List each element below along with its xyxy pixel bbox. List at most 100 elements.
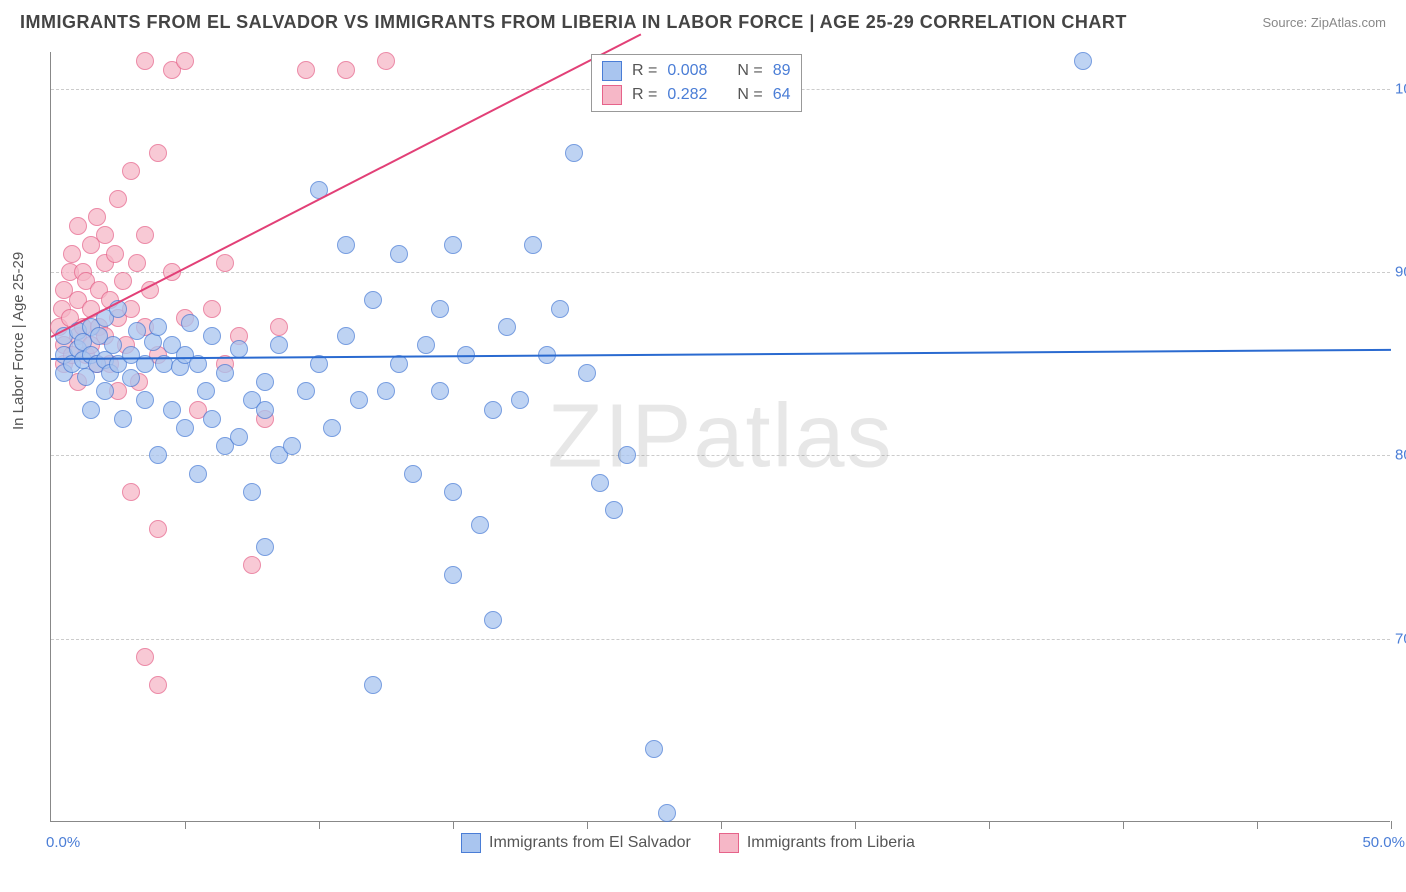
x-tick <box>453 821 454 829</box>
series2-legend-swatch <box>719 833 739 853</box>
data-point <box>149 318 167 336</box>
x-tick <box>989 821 990 829</box>
data-point <box>377 52 395 70</box>
series1-legend-swatch <box>461 833 481 853</box>
data-point <box>230 428 248 446</box>
trend-line <box>51 349 1391 360</box>
data-point <box>136 391 154 409</box>
data-point <box>122 162 140 180</box>
data-point <box>109 190 127 208</box>
data-point <box>136 52 154 70</box>
data-point <box>578 364 596 382</box>
data-point <box>377 382 395 400</box>
data-point <box>82 401 100 419</box>
series-legend: Immigrants from El Salvador Immigrants f… <box>461 833 915 853</box>
data-point <box>128 322 146 340</box>
data-point <box>181 314 199 332</box>
data-point <box>270 318 288 336</box>
data-point <box>645 740 663 758</box>
data-point <box>149 446 167 464</box>
data-point <box>122 369 140 387</box>
data-point <box>136 648 154 666</box>
trend-line <box>51 34 642 338</box>
source-attribution: Source: ZipAtlas.com <box>1262 15 1386 30</box>
data-point <box>203 300 221 318</box>
y-axis-label: In Labor Force | Age 25-29 <box>10 252 27 430</box>
data-point <box>565 144 583 162</box>
data-point <box>176 419 194 437</box>
data-point <box>524 236 542 254</box>
x-tick <box>185 821 186 829</box>
x-tick <box>1257 821 1258 829</box>
x-tick <box>855 821 856 829</box>
data-point <box>364 676 382 694</box>
data-point <box>176 52 194 70</box>
data-point <box>197 382 215 400</box>
chart-plot-area: 70.0%80.0%90.0%100.0% ZIPatlas R = 0.008… <box>50 52 1390 822</box>
data-point <box>256 373 274 391</box>
data-point <box>283 437 301 455</box>
correlation-stats-legend: R = 0.008 N = 89 R = 0.282 N = 64 <box>591 54 802 112</box>
data-point <box>128 254 146 272</box>
data-point <box>114 410 132 428</box>
data-point <box>1074 52 1092 70</box>
chart-title: IMMIGRANTS FROM EL SALVADOR VS IMMIGRANT… <box>20 12 1127 33</box>
x-tick <box>319 821 320 829</box>
data-point <box>350 391 368 409</box>
data-point <box>96 382 114 400</box>
data-point <box>203 327 221 345</box>
gridline <box>51 272 1390 273</box>
data-point <box>96 226 114 244</box>
data-point <box>511 391 529 409</box>
data-point <box>618 446 636 464</box>
gridline <box>51 455 1390 456</box>
data-point <box>106 245 124 263</box>
data-point <box>243 556 261 574</box>
data-point <box>114 272 132 290</box>
data-point <box>136 226 154 244</box>
data-point <box>163 401 181 419</box>
data-point <box>364 291 382 309</box>
y-tick-label: 70.0% <box>1395 630 1406 647</box>
data-point <box>444 483 462 501</box>
x-tick <box>1391 821 1392 829</box>
data-point <box>149 676 167 694</box>
data-point <box>297 61 315 79</box>
data-point <box>63 245 81 263</box>
data-point <box>149 520 167 538</box>
series2-legend-label: Immigrants from Liberia <box>747 834 915 852</box>
data-point <box>591 474 609 492</box>
data-point <box>337 236 355 254</box>
data-point <box>122 483 140 501</box>
gridline <box>51 639 1390 640</box>
series1-swatch <box>602 61 622 81</box>
data-point <box>551 300 569 318</box>
data-point <box>104 336 122 354</box>
x-tick <box>721 821 722 829</box>
data-point <box>297 382 315 400</box>
data-point <box>658 804 676 822</box>
data-point <box>484 401 502 419</box>
data-point <box>256 538 274 556</box>
data-point <box>270 336 288 354</box>
data-point <box>189 465 207 483</box>
x-axis-max-label: 50.0% <box>1362 834 1405 851</box>
y-tick-label: 90.0% <box>1395 264 1406 281</box>
data-point <box>69 217 87 235</box>
data-point <box>484 611 502 629</box>
series2-swatch <box>602 85 622 105</box>
data-point <box>337 327 355 345</box>
data-point <box>216 364 234 382</box>
series1-legend-label: Immigrants from El Salvador <box>489 834 691 852</box>
data-point <box>216 254 234 272</box>
x-tick <box>587 821 588 829</box>
data-point <box>149 144 167 162</box>
y-tick-label: 80.0% <box>1395 447 1406 464</box>
data-point <box>230 340 248 358</box>
data-point <box>498 318 516 336</box>
data-point <box>471 516 489 534</box>
data-point <box>323 419 341 437</box>
data-point <box>404 465 422 483</box>
data-point <box>417 336 435 354</box>
data-point <box>390 245 408 263</box>
